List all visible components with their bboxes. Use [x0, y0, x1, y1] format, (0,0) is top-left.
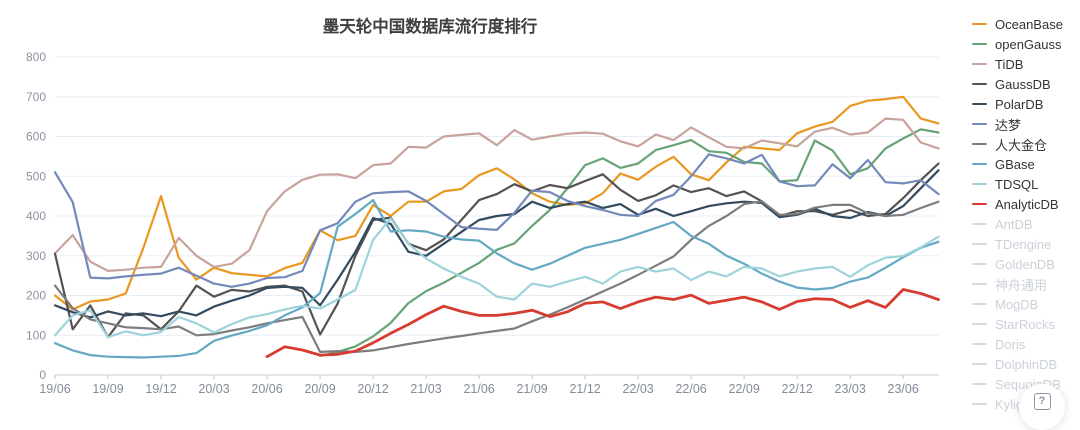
legend-item-label: TDSQL [995, 176, 1039, 192]
legend-line-swatch [972, 242, 987, 246]
question-mark-icon: ? [1033, 393, 1051, 410]
legend-line-swatch [972, 302, 987, 306]
x-axis-label: 23/06 [888, 382, 919, 396]
x-axis-label: 21/12 [569, 382, 600, 396]
legend-line-swatch [972, 322, 987, 326]
x-axis-label: 20/06 [251, 382, 282, 396]
legend-line-swatch [972, 102, 987, 106]
x-axis-label: 21/06 [463, 382, 494, 396]
legend-item-Doris[interactable]: Doris [972, 334, 1080, 354]
legend-line-swatch [972, 182, 987, 186]
legend-item-TDSQL[interactable]: TDSQL [972, 174, 1080, 194]
legend-line-swatch [972, 42, 987, 46]
series-line-PolarDB [53, 169, 940, 319]
legend-item-达梦[interactable]: 达梦 [972, 114, 1080, 134]
legend-line-swatch [972, 382, 987, 386]
y-axis-label: 400 [26, 209, 46, 223]
legend-item-GBase[interactable]: GBase [972, 154, 1080, 174]
series-line-人大金仓 [53, 200, 940, 353]
help-button[interactable]: ? [1019, 384, 1065, 430]
legend-item-label: GBase [995, 156, 1035, 172]
legend-item-TDengine[interactable]: TDengine [972, 234, 1080, 254]
x-axis-label: 22/09 [728, 382, 759, 396]
x-axis-label: 20/03 [198, 382, 229, 396]
x-axis-label: 19/06 [39, 382, 70, 396]
legend-item-label: OceanBase [995, 16, 1063, 32]
y-axis-label: 100 [26, 328, 46, 342]
legend-item-label: 达梦 [995, 117, 1022, 133]
y-axis-label: 700 [26, 90, 46, 104]
legend-item-label: 人大金仓 [995, 137, 1048, 153]
legend-line-swatch [972, 402, 987, 406]
x-axis-label: 23/03 [835, 382, 866, 396]
series-line-GaussDB [53, 162, 940, 339]
series-line-AnalyticDB [265, 288, 940, 359]
legend-item-label: Doris [995, 336, 1026, 352]
x-axis-label: 22/06 [675, 382, 706, 396]
legend-item-GoldenDB[interactable]: GoldenDB [972, 254, 1080, 274]
legend-item-StarRocks[interactable]: StarRocks [972, 314, 1080, 334]
x-axis-label: 22/03 [622, 382, 653, 396]
legend-item-label: TDengine [995, 236, 1052, 252]
legend-item-人大金仓[interactable]: 人大金仓 [972, 134, 1080, 154]
x-axis-label: 20/09 [304, 382, 335, 396]
x-axis-label: 19/12 [145, 382, 176, 396]
legend-line-swatch [972, 222, 987, 226]
series-line-达梦 [53, 153, 940, 288]
x-axis-label: 19/09 [92, 382, 123, 396]
legend-item-label: DolphinDB [995, 356, 1058, 372]
series-line-OceanBase [53, 95, 940, 311]
legend-item-神舟通用[interactable]: 神舟通用 [972, 274, 1080, 294]
legend-line-swatch [972, 282, 987, 286]
legend-item-label: 神舟通用 [995, 277, 1048, 293]
legend-item-GaussDB[interactable]: GaussDB [972, 74, 1080, 94]
legend-item-label: GoldenDB [995, 256, 1055, 272]
legend-line-swatch [972, 202, 987, 206]
chart-title: 墨天轮中国数据库流行度排行 [322, 18, 538, 36]
series-line-GBase [53, 199, 940, 359]
legend-item-AntDB[interactable]: AntDB [972, 214, 1080, 234]
y-axis-label: 200 [26, 289, 46, 303]
series-line-TiDB [53, 117, 940, 272]
legend-line-swatch [972, 262, 987, 266]
x-axis-label: 21/09 [516, 382, 547, 396]
legend-item-TiDB[interactable]: TiDB [972, 54, 1080, 74]
legend-line-swatch [972, 342, 987, 346]
legend-item-MogDB[interactable]: MogDB [972, 294, 1080, 314]
y-axis-label: 600 [26, 130, 46, 144]
series-line-openGauss [319, 128, 940, 357]
y-axis-label: 0 [39, 368, 46, 382]
x-axis-label: 21/03 [410, 382, 441, 396]
legend-item-AnalyticDB[interactable]: AnalyticDB [972, 194, 1080, 214]
legend-line-swatch [972, 62, 987, 66]
legend-item-label: GaussDB [995, 76, 1051, 92]
legend-item-openGauss[interactable]: openGauss [972, 34, 1080, 54]
legend-item-label: AntDB [995, 216, 1033, 232]
legend-item-label: AnalyticDB [995, 196, 1059, 212]
legend-line-swatch [972, 82, 987, 86]
y-axis-label: 500 [26, 169, 46, 183]
legend-item-PolarDB[interactable]: PolarDB [972, 94, 1080, 114]
x-axis-label: 22/12 [781, 382, 812, 396]
legend-line-swatch [972, 162, 987, 166]
legend-line-swatch [972, 22, 987, 26]
legend-item-label: TiDB [995, 56, 1024, 72]
legend-line-swatch [972, 142, 987, 146]
legend-line-swatch [972, 122, 987, 126]
legend-item-label: StarRocks [995, 316, 1055, 332]
legend-item-label: openGauss [995, 36, 1062, 52]
legend-item-OceanBase[interactable]: OceanBase [972, 14, 1080, 34]
legend-item-label: MogDB [995, 296, 1039, 312]
legend-item-label: PolarDB [995, 96, 1044, 112]
x-axis-label: 20/12 [357, 382, 388, 396]
legend-item-DolphinDB[interactable]: DolphinDB [972, 354, 1080, 374]
legend-line-swatch [972, 362, 987, 366]
y-axis-label: 800 [26, 50, 46, 64]
y-axis-label: 300 [26, 249, 46, 263]
series-line-TDSQL [53, 217, 940, 339]
chart-legend: OceanBase openGauss TiDB GaussDB PolarDB 达梦人大… [972, 14, 1080, 414]
